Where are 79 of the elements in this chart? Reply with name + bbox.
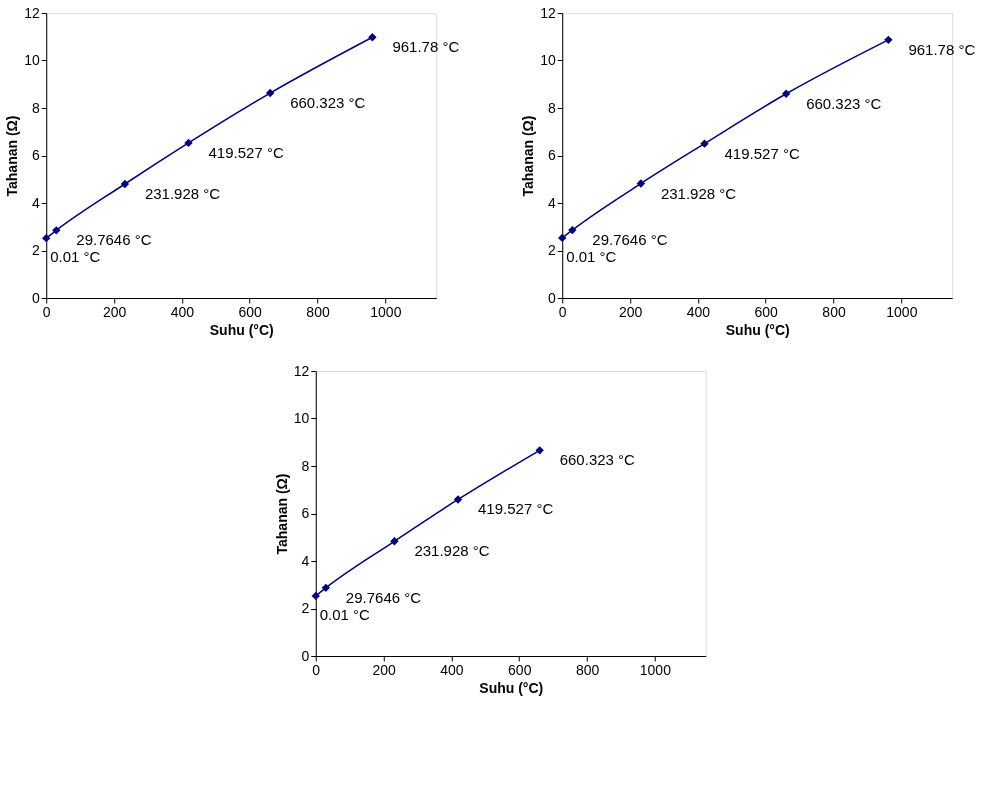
y-tick-label: 2 <box>547 242 556 258</box>
x-tick-label: 800 <box>575 661 600 678</box>
y-tick-label: 0 <box>301 647 310 664</box>
x-tick-label: 200 <box>102 303 127 320</box>
point <box>636 179 646 188</box>
annotation: 231.928 °C <box>144 185 221 202</box>
x-axis-title: Suhu (°C) <box>209 321 274 338</box>
point <box>321 583 331 593</box>
y-tick-label: 4 <box>31 194 40 211</box>
annotation: 29.7646 °C <box>345 588 422 606</box>
point <box>568 225 577 235</box>
annotation: 29.7646 °C <box>592 231 668 249</box>
y-tick-label: 10 <box>540 52 556 68</box>
y-tick-label: 10 <box>24 52 40 68</box>
point <box>535 446 544 455</box>
point <box>453 495 463 504</box>
y-tick-label: 8 <box>301 457 310 474</box>
y-tick-label: 4 <box>547 194 556 211</box>
annotation: 660.323 °C <box>559 451 636 469</box>
y-tick-label: 4 <box>301 552 310 569</box>
y-tick-label: 6 <box>31 147 40 163</box>
annotation: 419.527 °C <box>724 144 800 162</box>
annotation: 419.527 °C <box>208 143 284 161</box>
x-tick-label: 200 <box>372 661 396 678</box>
x-axis-title: Suhu (°C) <box>725 321 790 338</box>
x-tick-label: 600 <box>754 303 779 320</box>
point <box>311 591 320 601</box>
y-tick-label: 12 <box>540 4 556 21</box>
x-tick-label: 0 <box>558 303 567 320</box>
point <box>884 35 893 45</box>
x-tick-label: 200 <box>618 303 643 320</box>
x-tick-label: 600 <box>508 661 532 678</box>
point <box>52 226 61 235</box>
x-axis-title: Suhu (°C) <box>479 679 544 696</box>
y-tick-label: 8 <box>547 99 556 116</box>
point <box>781 89 791 98</box>
annotation: 660.323 °C <box>290 94 366 112</box>
y-axis-title: Tahanan (Ω) <box>520 115 537 197</box>
x-tick-label: 800 <box>822 303 846 320</box>
y-axis-title: Tahanan (Ω) <box>4 115 21 197</box>
y-tick-label: 2 <box>31 242 40 258</box>
annotation: 419.527 °C <box>478 500 554 518</box>
annotation: 29.7646 °C <box>76 231 152 249</box>
x-tick-label: 1000 <box>370 303 402 320</box>
point <box>368 33 377 42</box>
x-tick-label: 400 <box>440 661 464 678</box>
annotation: 0.01 °C <box>319 605 371 623</box>
y-tick-label: 10 <box>293 410 310 426</box>
annotation: 0.01 °C <box>566 247 617 265</box>
y-tick-label: 0 <box>31 289 40 306</box>
x-tick-label: 600 <box>238 303 263 320</box>
annotation: 961.78 °C <box>392 38 460 56</box>
point <box>184 138 193 148</box>
annotation: 231.928 °C <box>414 542 490 560</box>
x-tick-label: 0 <box>42 303 51 320</box>
x-tick-label: 800 <box>306 303 330 320</box>
y-tick-label: 8 <box>31 99 40 116</box>
annotation: 0.01 °C <box>50 248 101 266</box>
y-axis-title: Tahanan (Ω) <box>273 473 290 555</box>
y-tick-label: 2 <box>301 600 310 616</box>
x-tick-label: 1000 <box>886 303 918 320</box>
x-tick-label: 0 <box>312 661 321 678</box>
annotation: 961.78 °C <box>908 40 976 58</box>
y-tick-label: 6 <box>547 147 556 163</box>
y-tick-label: 12 <box>24 4 40 21</box>
point <box>42 233 51 243</box>
y-tick-label: 0 <box>547 289 556 306</box>
point <box>120 179 130 189</box>
point <box>390 537 399 546</box>
y-tick-label: 6 <box>301 505 310 521</box>
x-tick-label: 1000 <box>639 661 672 678</box>
point <box>558 233 567 243</box>
x-tick-label: 400 <box>170 303 195 320</box>
point <box>700 139 709 148</box>
annotation: 231.928 °C <box>660 184 737 202</box>
annotation: 660.323 °C <box>806 94 882 112</box>
point <box>265 88 275 98</box>
y-tick-label: 12 <box>293 362 310 379</box>
x-tick-label: 400 <box>686 303 711 320</box>
